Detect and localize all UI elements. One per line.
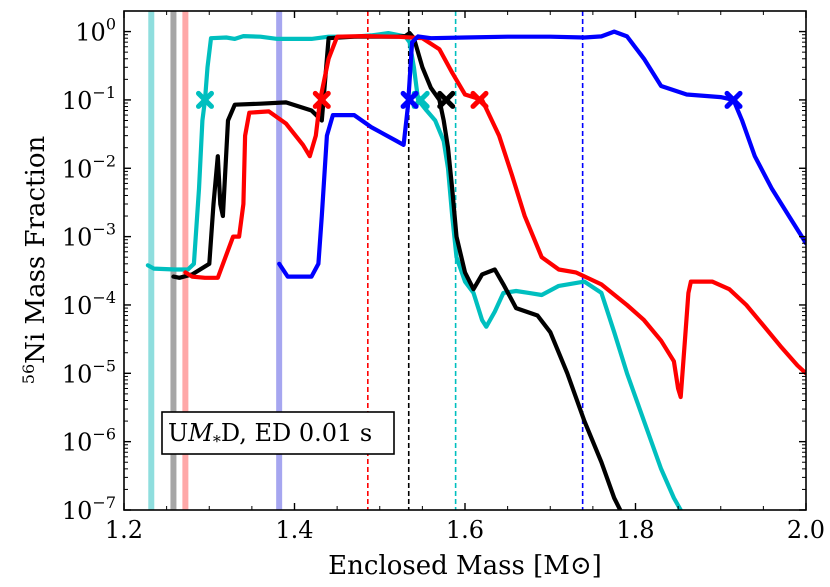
annotation-text: UM*D, ED 0.01 s <box>168 419 372 451</box>
x-tick-label: 1.6 <box>446 516 484 544</box>
y-axis-label-text: Ni Mass Fraction <box>21 136 51 364</box>
x-marker-5 <box>437 90 456 109</box>
y-axis-ticks: 10−7 10−6 10−5 10−4 10−3 10−2 10−1 100 <box>62 15 806 525</box>
y-tick-label: 100 <box>75 15 116 47</box>
x-axis-label: Enclosed Mass [M⊙] <box>328 551 602 581</box>
x-tick-label: 1.8 <box>616 516 654 544</box>
y-axis-label-mass-number: 56 <box>19 364 38 384</box>
y-tick-label: 10−1 <box>62 83 116 115</box>
y-tick-label: 10−6 <box>62 425 116 457</box>
series-markers <box>195 90 743 109</box>
y-tick-label: 10−7 <box>62 493 116 525</box>
x-tick-label: 1.4 <box>275 516 313 544</box>
y-tick-label: 10−5 <box>62 356 116 388</box>
x-marker-3 <box>312 90 331 109</box>
series-line-1 <box>145 31 683 510</box>
x-tick-label: 2.0 <box>787 516 825 544</box>
annotation-box: UM*D, ED 0.01 s <box>161 411 395 455</box>
x-marker-6 <box>400 90 419 109</box>
annotation-italic: M <box>187 419 214 447</box>
annotation-prefix: U <box>168 419 188 447</box>
annotation-suffix: D, ED 0.01 s <box>221 419 372 447</box>
y-axis-label: 56Ni Mass Fraction <box>19 136 51 385</box>
annotation-subscript: * <box>213 432 221 451</box>
y-tick-label: 10−2 <box>62 151 116 183</box>
y-tick-label: 10−3 <box>62 220 116 252</box>
x-axis-ticks: 1.2 1.4 1.6 1.8 2.0 <box>105 11 825 544</box>
x-marker-1 <box>195 90 214 109</box>
y-tick-label: 10−4 <box>62 288 116 320</box>
x-tick-label: 1.2 <box>105 516 143 544</box>
x-marker-4 <box>470 90 489 109</box>
annotation-frame <box>161 411 395 455</box>
x-marker-7 <box>724 90 743 109</box>
